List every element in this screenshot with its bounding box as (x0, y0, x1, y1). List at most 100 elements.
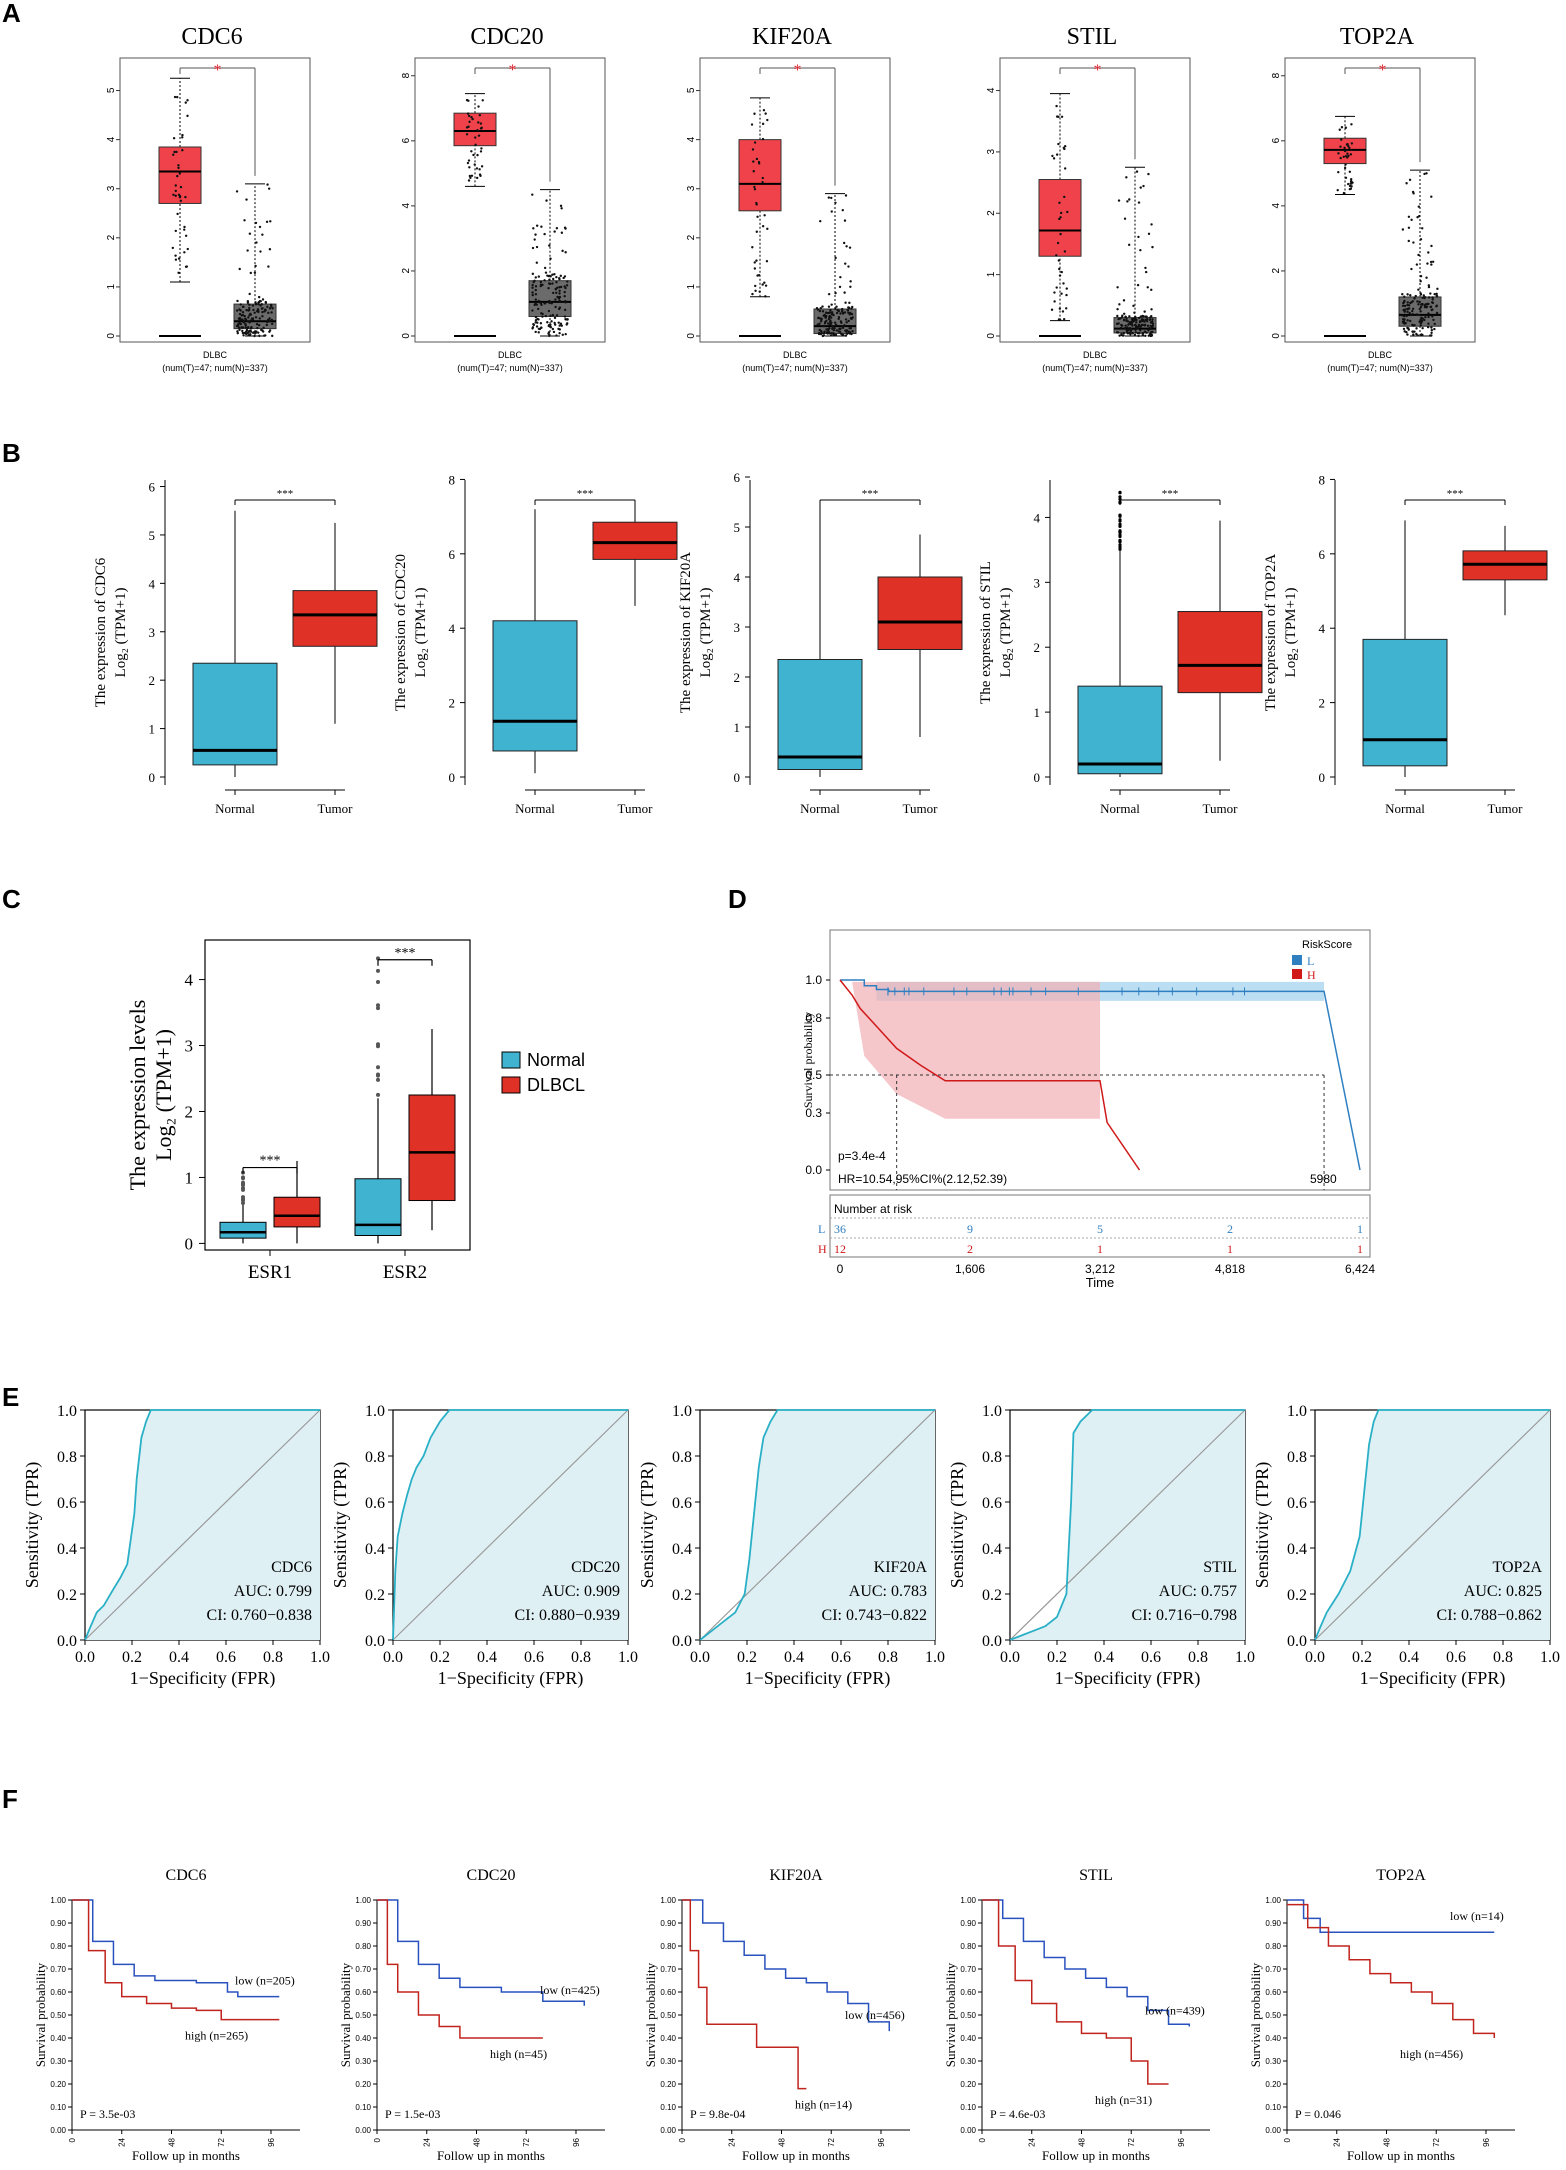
y-tick-label: 0 (1319, 770, 1326, 785)
normal-point (270, 305, 273, 308)
outlier-point (241, 1176, 245, 1181)
normal-point (848, 301, 851, 305)
normal-point (1147, 172, 1150, 176)
normal-point (1131, 320, 1134, 324)
normal-point (532, 323, 535, 326)
dlbcl-box (408, 1094, 456, 1202)
tumor-point (1337, 152, 1340, 155)
normal-point (1424, 315, 1427, 319)
outlier-point (1118, 495, 1122, 499)
y-tick-label: 0.70 (355, 1965, 371, 1974)
normal-point (1143, 310, 1146, 313)
y-axis-title: Survival probability (801, 1012, 815, 1108)
tumor-box (453, 112, 497, 147)
normal-point (849, 285, 852, 288)
normal-point (1129, 323, 1132, 326)
normal-point (1151, 322, 1155, 325)
x-tick-label: 4,818 (1215, 1262, 1245, 1276)
outlier-point (376, 968, 380, 973)
normal-point (1147, 232, 1151, 236)
y-tick-label: 6 (1271, 137, 1282, 143)
tumor-point (762, 108, 766, 112)
dlbcl-box (273, 1196, 321, 1228)
normal-point (849, 280, 852, 283)
normal-point (1133, 333, 1137, 337)
y-tick-label: 0.6 (982, 1495, 1002, 1512)
y-axis-title-units: Log₂ (TPM+1) (413, 588, 429, 678)
tumor-point (465, 126, 469, 129)
legend-label-high: high (n=456) (1400, 2047, 1463, 2061)
y-tick-label: 0.50 (1265, 2011, 1281, 2020)
y-tick-label: 0.40 (960, 2034, 976, 2043)
normal-point (847, 331, 850, 335)
normal-point (819, 219, 822, 223)
y-tick-label: 0.20 (50, 2080, 66, 2089)
normal-point (264, 308, 267, 312)
normal-point (270, 311, 273, 314)
x-tick-label: Tumor (618, 801, 654, 816)
normal-point (564, 286, 567, 290)
normal-point (843, 291, 846, 294)
normal-point (257, 295, 261, 299)
normal-point (822, 334, 826, 337)
x-tick-label: 0.2 (1352, 1649, 1372, 1666)
normal-box (354, 1178, 402, 1236)
y-tick-label: 3 (686, 185, 697, 191)
normal-point (238, 328, 241, 331)
tumor-point (1340, 138, 1343, 141)
normal-point (1123, 312, 1126, 316)
normal-point (535, 224, 539, 227)
normal-point (540, 225, 543, 228)
normal-point (1419, 238, 1423, 241)
gene-title-F: KIF20A (769, 1867, 823, 1884)
normal-point (547, 332, 550, 335)
tumor-point (473, 163, 476, 166)
tumor-point (755, 203, 758, 206)
tumor-point (750, 123, 754, 126)
gene-title-F: TOP2A (1376, 1867, 1426, 1884)
normal-point (847, 306, 850, 309)
normal-point (816, 323, 819, 326)
legend-label-normal: Normal (527, 1050, 585, 1070)
normal-point (268, 329, 272, 332)
y-tick-label: 0.70 (660, 1965, 676, 1974)
normal-point (1134, 315, 1137, 319)
normal-point (547, 309, 551, 313)
risk-count-H: 12 (834, 1242, 846, 1256)
outlier-point (1118, 491, 1122, 495)
y-tick-label: 0.6 (672, 1495, 692, 1512)
normal-point (843, 311, 847, 314)
x-tick-label: 1.0 (1235, 1649, 1255, 1666)
x-tick-label: 1.0 (1540, 1649, 1560, 1666)
y-tick-label: 0.40 (1265, 2034, 1281, 2043)
x-tick-label: 3,212 (1085, 1262, 1115, 1276)
sig-star: * (1379, 62, 1387, 79)
normal-point (251, 318, 255, 321)
y-tick-label: 0.80 (50, 1942, 66, 1951)
tumor-point (751, 246, 754, 249)
normal-point (1423, 305, 1427, 309)
tumor-point (174, 184, 177, 187)
y-tick-label: 1 (686, 283, 697, 289)
y-axis-title-units: Log₂ (TPM+1) (1283, 588, 1299, 678)
tumor-point (1350, 142, 1354, 145)
normal-point (1430, 331, 1433, 335)
normal-point (843, 324, 846, 327)
y-tick-label: 4 (185, 971, 194, 990)
normal-point (1429, 260, 1433, 264)
km-curve-high (377, 1899, 543, 2039)
normal-point (1431, 296, 1434, 299)
outlier-point (1118, 545, 1122, 549)
normal-point (534, 288, 537, 292)
normal-point (1421, 333, 1424, 337)
y-tick-label: 8 (1319, 472, 1326, 487)
normal-point (1402, 327, 1406, 331)
legend-label-low: low (n=14) (1450, 1909, 1504, 1923)
normal-point (1415, 263, 1419, 266)
sig-star: * (1094, 62, 1102, 79)
y-tick-label: 0.80 (1265, 1942, 1281, 1951)
y-tick-label: 0.6 (1287, 1495, 1307, 1512)
normal-box (777, 659, 863, 770)
normal-point (827, 327, 830, 331)
